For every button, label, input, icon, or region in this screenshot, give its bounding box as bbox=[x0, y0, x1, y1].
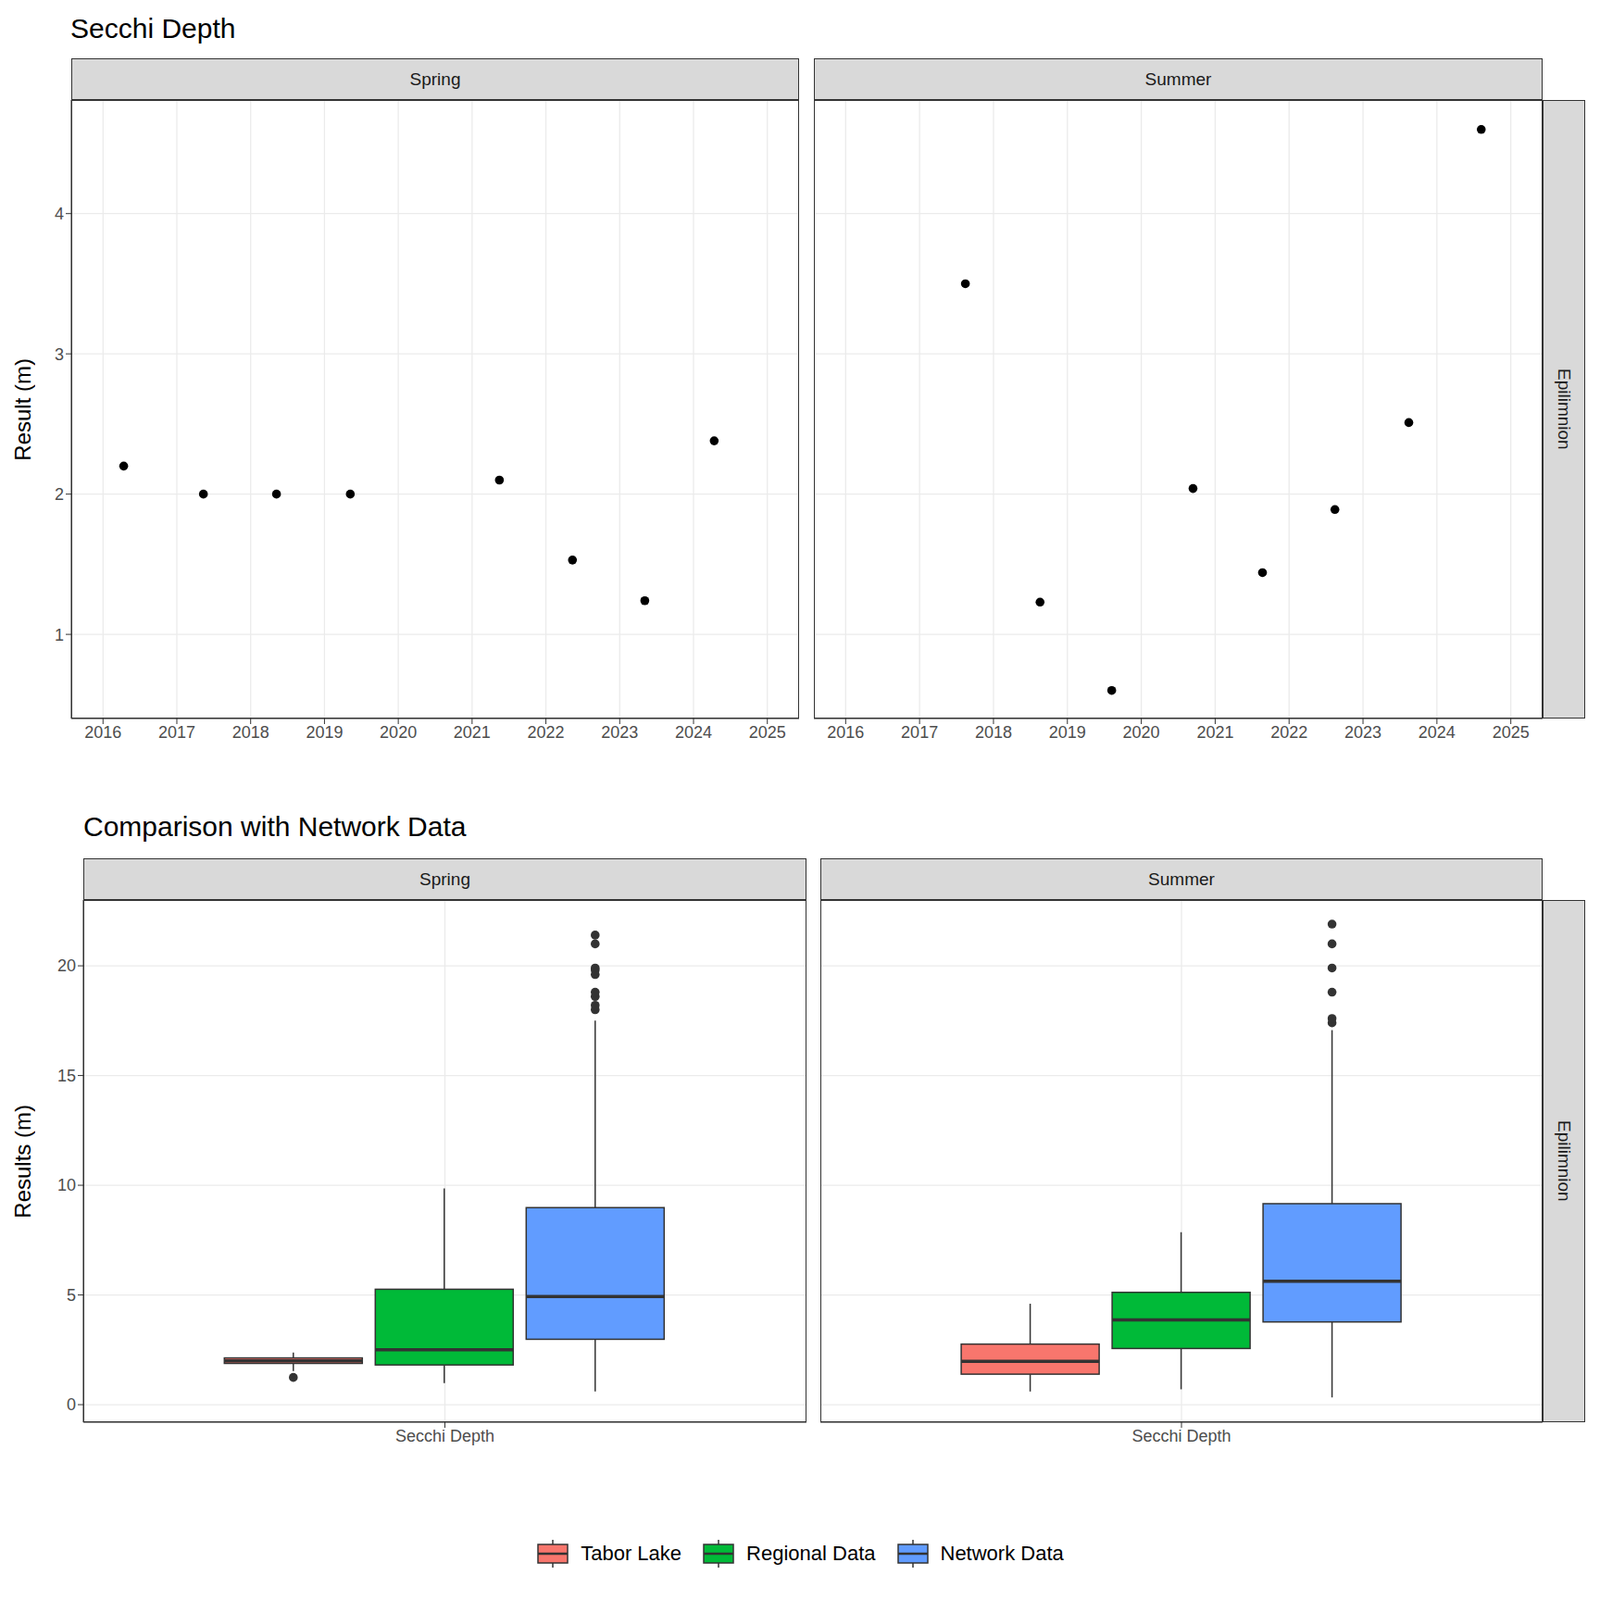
html-text:Epilimnion: Epilimnion bbox=[1554, 1120, 1575, 1202]
svg-text:2016: 2016 bbox=[84, 723, 122, 742]
svg-text:2024: 2024 bbox=[675, 723, 713, 742]
svg-text:2018: 2018 bbox=[975, 723, 1013, 742]
svg-text:Secchi Depth: Secchi Depth bbox=[395, 1426, 495, 1446]
svg-text:2017: 2017 bbox=[900, 723, 938, 742]
svg-text:2020: 2020 bbox=[379, 723, 417, 742]
svg-text:15: 15 bbox=[57, 1066, 76, 1086]
svg-text:2024: 2024 bbox=[1418, 723, 1456, 742]
html-text:Spring: Spring bbox=[409, 68, 461, 89]
svg-text:2: 2 bbox=[54, 485, 64, 504]
html-text:Network Data: Network Data bbox=[940, 1541, 1064, 1565]
svg-text:4: 4 bbox=[54, 204, 64, 224]
svg-text:2025: 2025 bbox=[749, 723, 787, 742]
svg-text:2018: 2018 bbox=[232, 723, 270, 742]
svg-text:2022: 2022 bbox=[527, 723, 565, 742]
svg-text:2020: 2020 bbox=[1123, 723, 1161, 742]
svg-text:2019: 2019 bbox=[1049, 723, 1087, 742]
svg-text:2023: 2023 bbox=[600, 723, 638, 742]
svg-text:10: 10 bbox=[57, 1175, 76, 1195]
svg-text:2022: 2022 bbox=[1270, 723, 1308, 742]
html-text:Comparison with Network Data: Comparison with Network Data bbox=[83, 811, 467, 842]
html-text:Summer: Summer bbox=[1145, 68, 1212, 89]
svg-text:2016: 2016 bbox=[826, 723, 864, 742]
svg-text:2021: 2021 bbox=[1196, 723, 1234, 742]
svg-text:Secchi Depth: Secchi Depth bbox=[1131, 1426, 1231, 1446]
svg-text:2025: 2025 bbox=[1492, 723, 1530, 742]
svg-text:2019: 2019 bbox=[305, 723, 343, 742]
svg-text:2021: 2021 bbox=[453, 723, 491, 742]
html-text:Secchi Depth: Secchi Depth bbox=[70, 12, 236, 44]
svg-text:5: 5 bbox=[66, 1286, 76, 1305]
svg-text:20: 20 bbox=[57, 956, 76, 975]
svg-text:2023: 2023 bbox=[1344, 723, 1382, 742]
html-text:Regional Data: Regional Data bbox=[746, 1541, 876, 1565]
svg-text:3: 3 bbox=[54, 345, 64, 364]
html-text:Summer: Summer bbox=[1148, 868, 1215, 889]
svg-text:1: 1 bbox=[54, 625, 64, 645]
svg-text:2017: 2017 bbox=[158, 723, 196, 742]
html-text:Tabor Lake: Tabor Lake bbox=[580, 1541, 682, 1565]
html-text:Spring: Spring bbox=[419, 868, 471, 889]
svg-text:0: 0 bbox=[66, 1395, 76, 1414]
html-text:Result (m): Result (m) bbox=[10, 358, 36, 461]
html-text:Epilimnion: Epilimnion bbox=[1554, 368, 1575, 450]
html-text:Results (m): Results (m) bbox=[10, 1104, 36, 1218]
